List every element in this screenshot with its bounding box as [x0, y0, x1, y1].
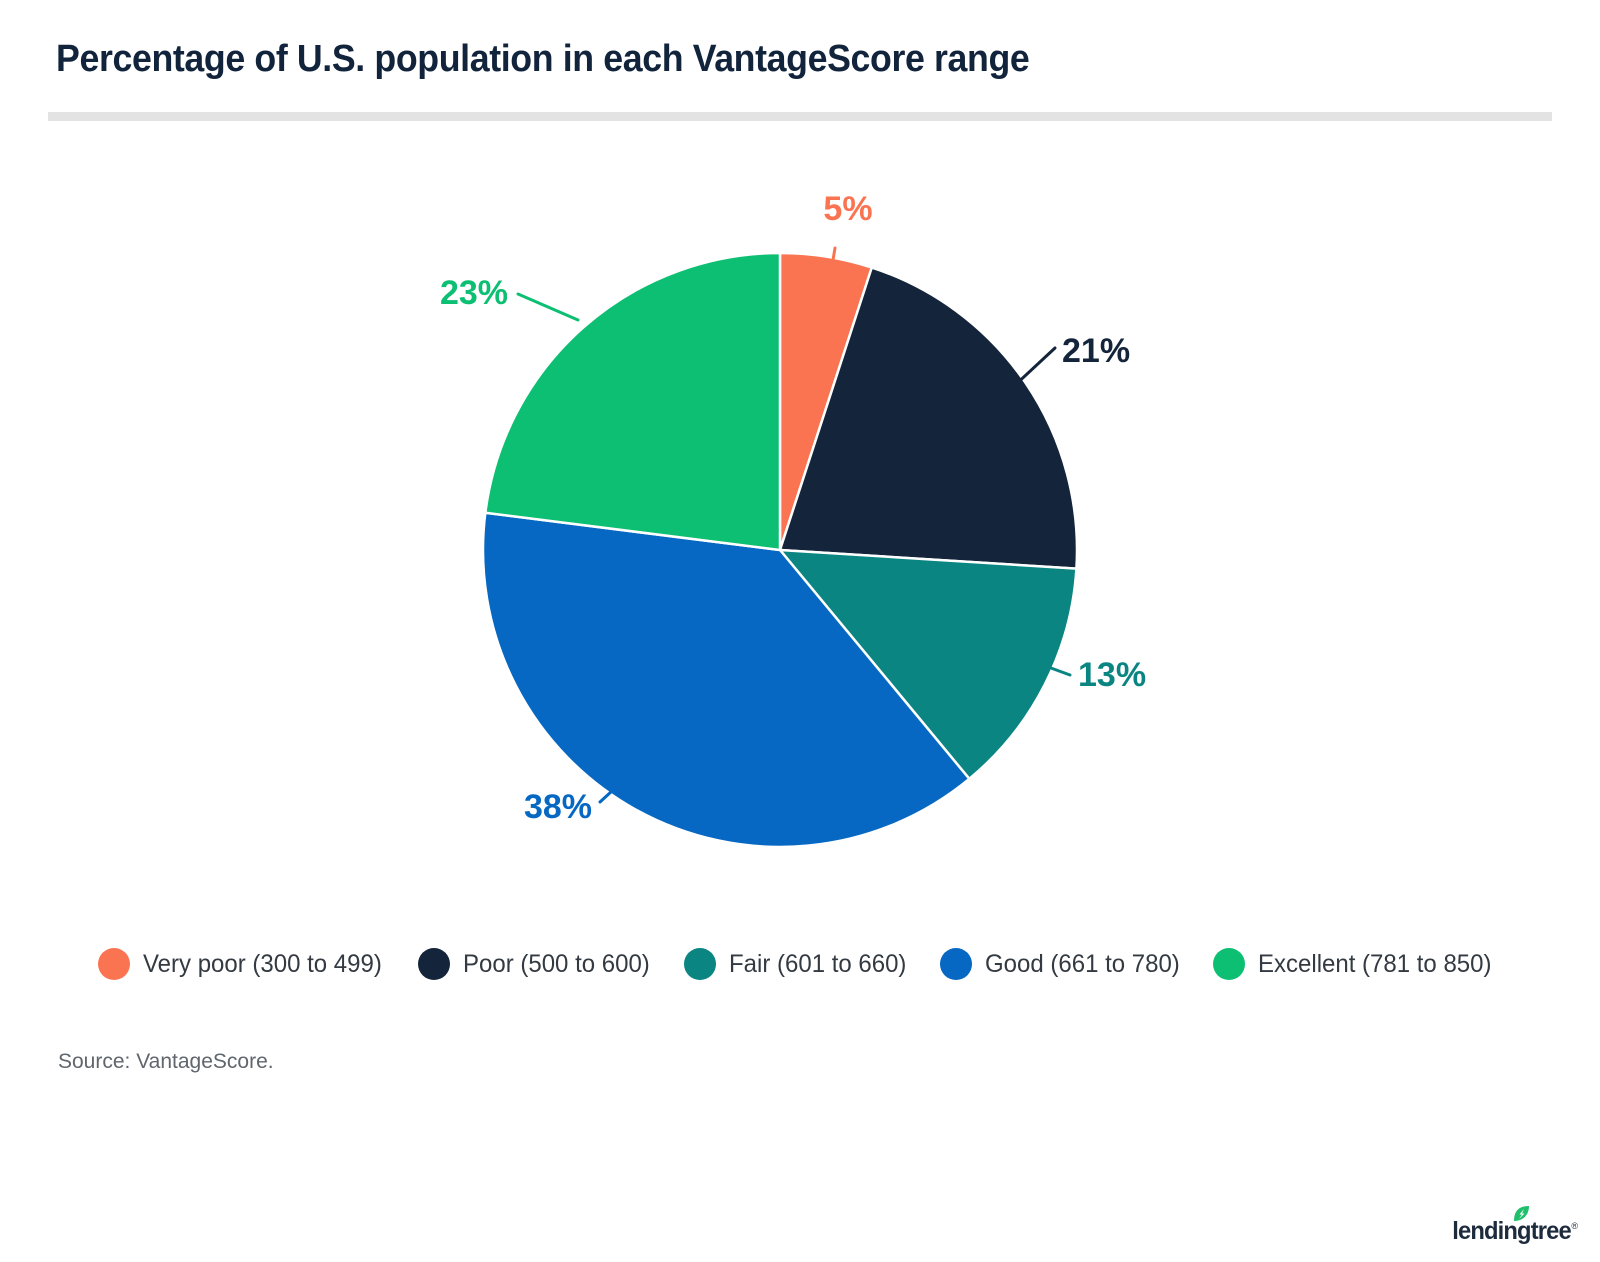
- page-title: Percentage of U.S. population in each Va…: [56, 38, 1030, 80]
- legend-item-label: Excellent (781 to 850): [1258, 949, 1492, 978]
- legend-swatch-icon: [1213, 948, 1246, 980]
- legend-swatch-icon: [98, 948, 131, 980]
- legend-item-label: Good (661 to 780): [984, 949, 1180, 978]
- source-note: Source: VantageScore.: [58, 1050, 274, 1073]
- pie-slice-group: [481, 251, 1079, 849]
- lendingtree-logo: lendingtree ®: [1446, 1206, 1578, 1245]
- legend-item-label: Poor (500 to 600): [463, 949, 650, 978]
- pie-slice: [777, 548, 1078, 781]
- legend: Very poor (300 to 499) Poor (500 to 600) F…: [0, 948, 1600, 980]
- pie-data-label: 23%: [440, 274, 508, 312]
- legend-swatch-icon: [683, 948, 716, 980]
- pie-slice: [481, 511, 972, 849]
- pie-data-label: 5%: [823, 190, 872, 228]
- pie-slice: [483, 251, 782, 552]
- legend-item-label: Very poor (300 to 499): [143, 949, 383, 978]
- pie-data-label-group: 5% 21% 13% 38% 23%: [440, 190, 1146, 826]
- pie-data-label: 13%: [1078, 656, 1146, 694]
- pie-leader-line-group: [516, 246, 1072, 804]
- pie-leader-line: [1010, 346, 1057, 390]
- legend-item-label: Fair (601 to 660): [728, 949, 907, 978]
- pie-leader-line: [598, 766, 702, 804]
- legend-item[interactable]: Poor (500 to 600): [418, 948, 658, 980]
- pie-slice: [778, 265, 1079, 570]
- title-divider: [48, 112, 1552, 121]
- legend-swatch-icon: [939, 948, 972, 980]
- pie-data-label: 38%: [524, 788, 592, 826]
- leaf-icon: [1514, 1206, 1529, 1221]
- legend-item[interactable]: Excellent (781 to 850): [1213, 948, 1501, 980]
- pie-leader-line: [516, 292, 580, 322]
- pie-chart: 5% 21% 13% 38% 23%: [0, 140, 1600, 930]
- pie-chart-svg: 5% 21% 13% 38% 23%: [440, 190, 1146, 849]
- logo-trademark: ®: [1571, 1221, 1578, 1231]
- pie-data-label: 21%: [1062, 332, 1130, 370]
- pie-leader-line: [826, 246, 837, 292]
- legend-item[interactable]: Fair (601 to 660): [683, 948, 914, 980]
- legend-item[interactable]: Good (661 to 780): [939, 948, 1188, 980]
- legend-swatch-icon: [418, 948, 451, 980]
- legend-item[interactable]: Very poor (300 to 499): [98, 948, 392, 980]
- logo-wordmark: lendingtree: [1451, 1217, 1571, 1245]
- pie-leader-line: [1020, 662, 1072, 683]
